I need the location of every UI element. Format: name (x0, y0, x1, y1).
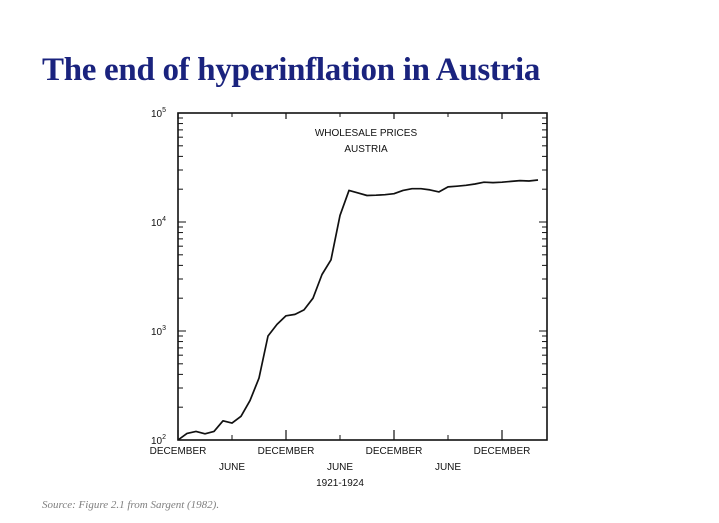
x-tick-label: DECEMBER (474, 446, 531, 457)
y-tick-label: 102 (151, 434, 166, 447)
source-note: Source: Figure 2.1 from Sargent (1982). (42, 499, 220, 511)
x-tick-label: DECEMBER (258, 446, 315, 457)
slide-title: The end of hyperinflation in Austria (42, 52, 541, 88)
y-tick-label: 103 (151, 325, 166, 338)
price-series-line (177, 179, 539, 441)
chart-title-line: WHOLESALE PRICES (315, 128, 418, 139)
plot-frame (177, 112, 548, 441)
x-axis-label: 1921-1924 (316, 478, 364, 489)
chart-title-line: AUSTRIA (344, 144, 388, 155)
x-minor-tick-label: JUNE (327, 462, 353, 473)
x-minor-tick-label: JUNE (219, 462, 245, 473)
x-tick-label: DECEMBER (150, 446, 207, 457)
x-minor-tick-label: JUNE (435, 462, 461, 473)
x-tick-label: DECEMBER (366, 446, 423, 457)
y-tick-label: 104 (151, 216, 166, 229)
y-tick-label: 105 (151, 107, 166, 120)
